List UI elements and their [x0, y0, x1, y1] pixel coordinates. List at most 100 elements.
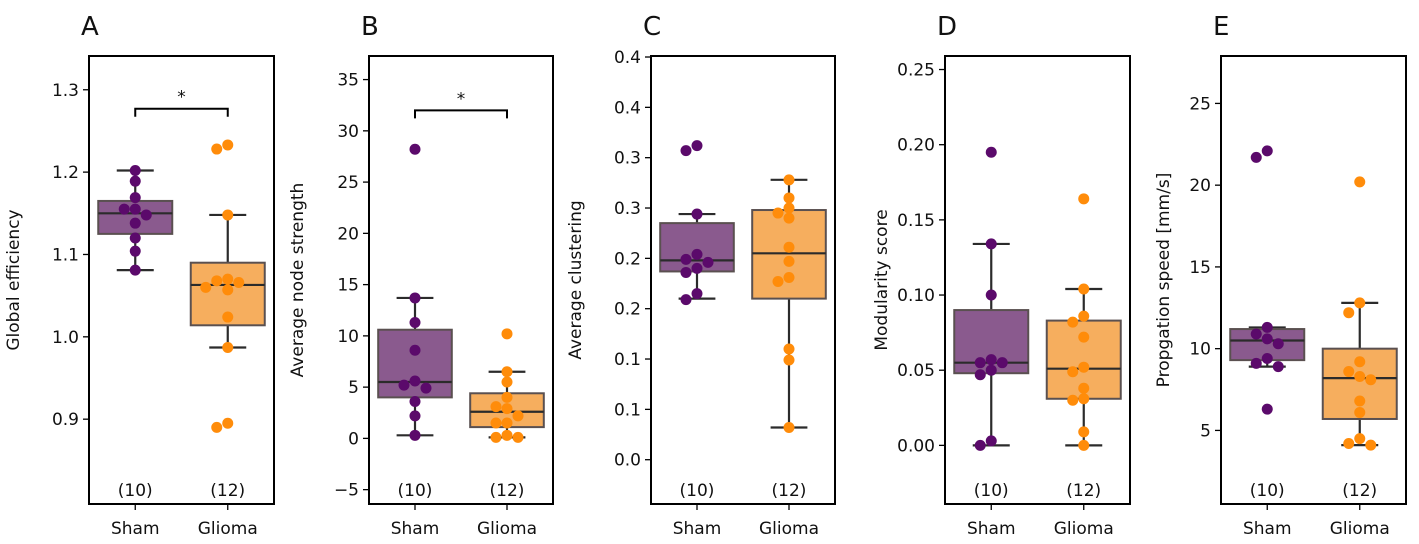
data-point-glioma	[1078, 426, 1090, 438]
y-tick-label: 0.1	[614, 350, 641, 370]
count-label: (12)	[210, 481, 245, 501]
data-point-sham	[129, 203, 141, 215]
data-point-sham	[129, 217, 141, 229]
data-point-sham	[1272, 361, 1284, 373]
data-point-glioma	[512, 431, 524, 443]
y-tick-label: 5	[1200, 421, 1211, 441]
y-tick-label: 1.2	[52, 163, 79, 183]
x-tick-label: Glioma	[1330, 519, 1390, 539]
data-point-glioma	[772, 207, 784, 219]
data-point-sham	[118, 203, 130, 215]
data-point-sham	[985, 238, 997, 250]
data-point-glioma	[783, 192, 795, 204]
data-point-sham	[691, 208, 703, 220]
data-point-sham	[129, 192, 141, 204]
data-point-sham	[409, 375, 421, 387]
data-point-sham	[691, 140, 703, 152]
data-point-glioma	[490, 417, 502, 429]
y-axis-label: Modularity score	[872, 209, 892, 350]
data-point-glioma	[783, 202, 795, 214]
data-point-sham	[1261, 352, 1273, 364]
y-tick-label: 20	[1189, 176, 1211, 196]
data-point-sham	[985, 289, 997, 301]
y-axis-label: Global efficiency	[4, 209, 24, 350]
data-point-sham	[691, 288, 703, 300]
data-point-sham	[1261, 145, 1273, 157]
count-label: (12)	[1066, 481, 1101, 501]
data-point-glioma	[1365, 374, 1377, 386]
y-tick-label: 1.3	[52, 81, 79, 101]
data-point-glioma	[1343, 307, 1355, 319]
data-point-glioma	[501, 429, 513, 441]
axes-frame	[368, 55, 554, 505]
x-tick-label: Glioma	[477, 519, 537, 539]
y-tick-label: 0.05	[897, 361, 935, 381]
data-point-glioma	[222, 342, 234, 354]
panel-label: A	[81, 12, 99, 42]
data-point-sham	[1261, 403, 1273, 415]
panel-b: B −5 0 5 10 15 20 25 30 35 Average node strength (1…	[288, 12, 554, 539]
data-point-sham	[140, 209, 152, 221]
axes-frame	[650, 55, 836, 505]
data-point-glioma	[783, 212, 795, 224]
y-tick-label: 20	[337, 224, 359, 244]
data-point-sham	[985, 364, 997, 376]
count-label: (12)	[772, 481, 807, 501]
data-point-sham	[1250, 357, 1262, 369]
x-tick-label: Sham	[111, 519, 160, 539]
data-point-glioma	[222, 311, 234, 323]
y-tick-label: 10	[337, 327, 359, 347]
data-point-glioma	[211, 143, 223, 155]
data-point-glioma	[1078, 310, 1090, 322]
data-point-glioma	[222, 417, 234, 429]
count-label: (10)	[1250, 481, 1285, 501]
data-point-sham	[409, 429, 421, 441]
data-point-sham	[409, 344, 421, 356]
y-tick-label: 0	[348, 429, 359, 449]
data-point-sham	[680, 145, 692, 157]
axes-frame	[88, 55, 275, 505]
x-tick-label: Sham	[673, 519, 722, 539]
data-point-glioma	[490, 401, 502, 413]
data-point-glioma	[211, 275, 223, 287]
count-label: (10)	[398, 481, 433, 501]
y-tick-label: 30	[337, 122, 359, 142]
x-tick-label: Sham	[1243, 519, 1292, 539]
panel-label: D	[937, 12, 957, 42]
y-tick-label: 15	[1189, 258, 1211, 278]
data-point-glioma	[783, 174, 795, 186]
significance-star: *	[177, 88, 186, 108]
data-point-glioma	[783, 343, 795, 355]
data-point-glioma	[1365, 439, 1377, 451]
y-tick-label: 10	[1189, 340, 1211, 360]
data-point-glioma	[1354, 433, 1366, 445]
data-point-sham	[1261, 333, 1273, 345]
panel-label: C	[643, 12, 661, 42]
data-point-glioma	[222, 209, 234, 221]
y-tick-label: 35	[337, 71, 359, 91]
data-point-glioma	[1354, 370, 1366, 382]
panel-label: B	[361, 12, 379, 42]
y-axis-label: Average clustering	[566, 200, 586, 359]
y-tick-label: 0.15	[897, 211, 935, 231]
data-point-sham	[1250, 151, 1262, 163]
data-point-sham	[985, 146, 997, 158]
data-point-glioma	[1078, 439, 1090, 451]
data-point-glioma	[1078, 382, 1090, 394]
data-point-glioma	[1343, 438, 1355, 450]
y-tick-label: 0.1	[614, 400, 641, 420]
y-tick-label: 0.3	[614, 149, 641, 169]
data-point-sham	[1250, 328, 1262, 340]
data-point-glioma	[200, 281, 212, 293]
data-point-glioma	[233, 276, 245, 288]
data-point-glioma	[1354, 297, 1366, 309]
y-tick-label: 0.0	[614, 451, 641, 471]
data-point-glioma	[772, 276, 784, 288]
data-point-sham	[691, 248, 703, 260]
data-point-glioma	[1078, 361, 1090, 373]
data-point-glioma	[1354, 406, 1366, 418]
axes-frame	[1220, 55, 1407, 505]
data-point-sham	[702, 256, 714, 268]
y-tick-label: −5	[334, 481, 359, 501]
